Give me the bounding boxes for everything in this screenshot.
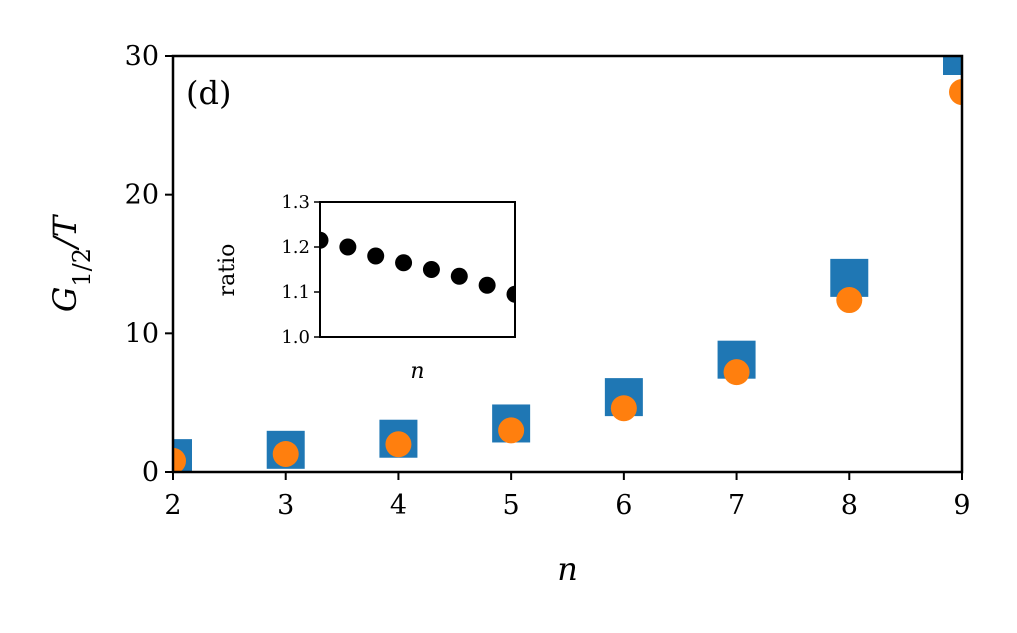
- y-tick-label: 10: [125, 318, 159, 349]
- inset-point: [450, 267, 468, 285]
- y-tick-label: 0: [142, 457, 159, 488]
- circle-marker: [723, 359, 750, 386]
- y-axis-title-base: G: [46, 287, 84, 313]
- y-tick-label: 20: [125, 180, 159, 211]
- x-tick-label: 6: [615, 490, 632, 521]
- circle-marker: [949, 79, 962, 106]
- circle-marker: [498, 417, 525, 444]
- circle-marker: [610, 395, 637, 422]
- panel-label: (d): [186, 74, 231, 112]
- x-axis-title: n: [557, 550, 578, 588]
- inset-x-axis-title: n: [410, 359, 424, 384]
- inset-point: [478, 276, 496, 294]
- x-tick-label: 9: [953, 490, 970, 521]
- circle-marker: [173, 447, 186, 472]
- inset-y-tick-label: 1.1: [281, 282, 310, 303]
- main-plot-axes: 2 3 4 5 6 7 8 9 0 10 20 30 n G1/2/T (d): [46, 41, 971, 588]
- inset-point: [339, 238, 357, 256]
- y-tick-label: 30: [125, 41, 159, 72]
- x-tick-label: 8: [841, 490, 858, 521]
- inset-y-tick-label: 1.2: [281, 237, 310, 258]
- inset-marks: [320, 231, 515, 303]
- y-axis-title-rest: /T: [46, 213, 84, 251]
- main-plot-frame: [171, 54, 964, 474]
- inset-point: [367, 247, 385, 265]
- x-tick-label: 2: [164, 490, 181, 521]
- inset-point: [320, 231, 329, 249]
- y-axis-title: G1/2/T: [46, 213, 96, 312]
- x-tick-label: 3: [277, 490, 294, 521]
- inset-y-tick-label: 1.0: [281, 327, 310, 348]
- inset-point: [506, 285, 515, 303]
- circle-marker: [836, 287, 863, 314]
- x-tick-label: 7: [728, 490, 745, 521]
- square-marker: [943, 56, 962, 75]
- circle-marker: [385, 431, 412, 458]
- x-tick-label: 5: [503, 490, 520, 521]
- y-axis-title-subscript: 1/2: [68, 248, 96, 287]
- main-plot-marks: [173, 56, 962, 472]
- inset-frame: [319, 201, 516, 338]
- inset-point: [395, 254, 413, 272]
- circle-marker: [272, 440, 299, 467]
- inset-y-tick-label: 1.3: [281, 192, 310, 213]
- inset-plot: 1.0 1.1 1.2 1.3 n ratio: [215, 192, 516, 384]
- x-tick-label: 4: [390, 490, 407, 521]
- inset-y-axis-title: ratio: [215, 244, 240, 297]
- inset-point: [422, 261, 440, 278]
